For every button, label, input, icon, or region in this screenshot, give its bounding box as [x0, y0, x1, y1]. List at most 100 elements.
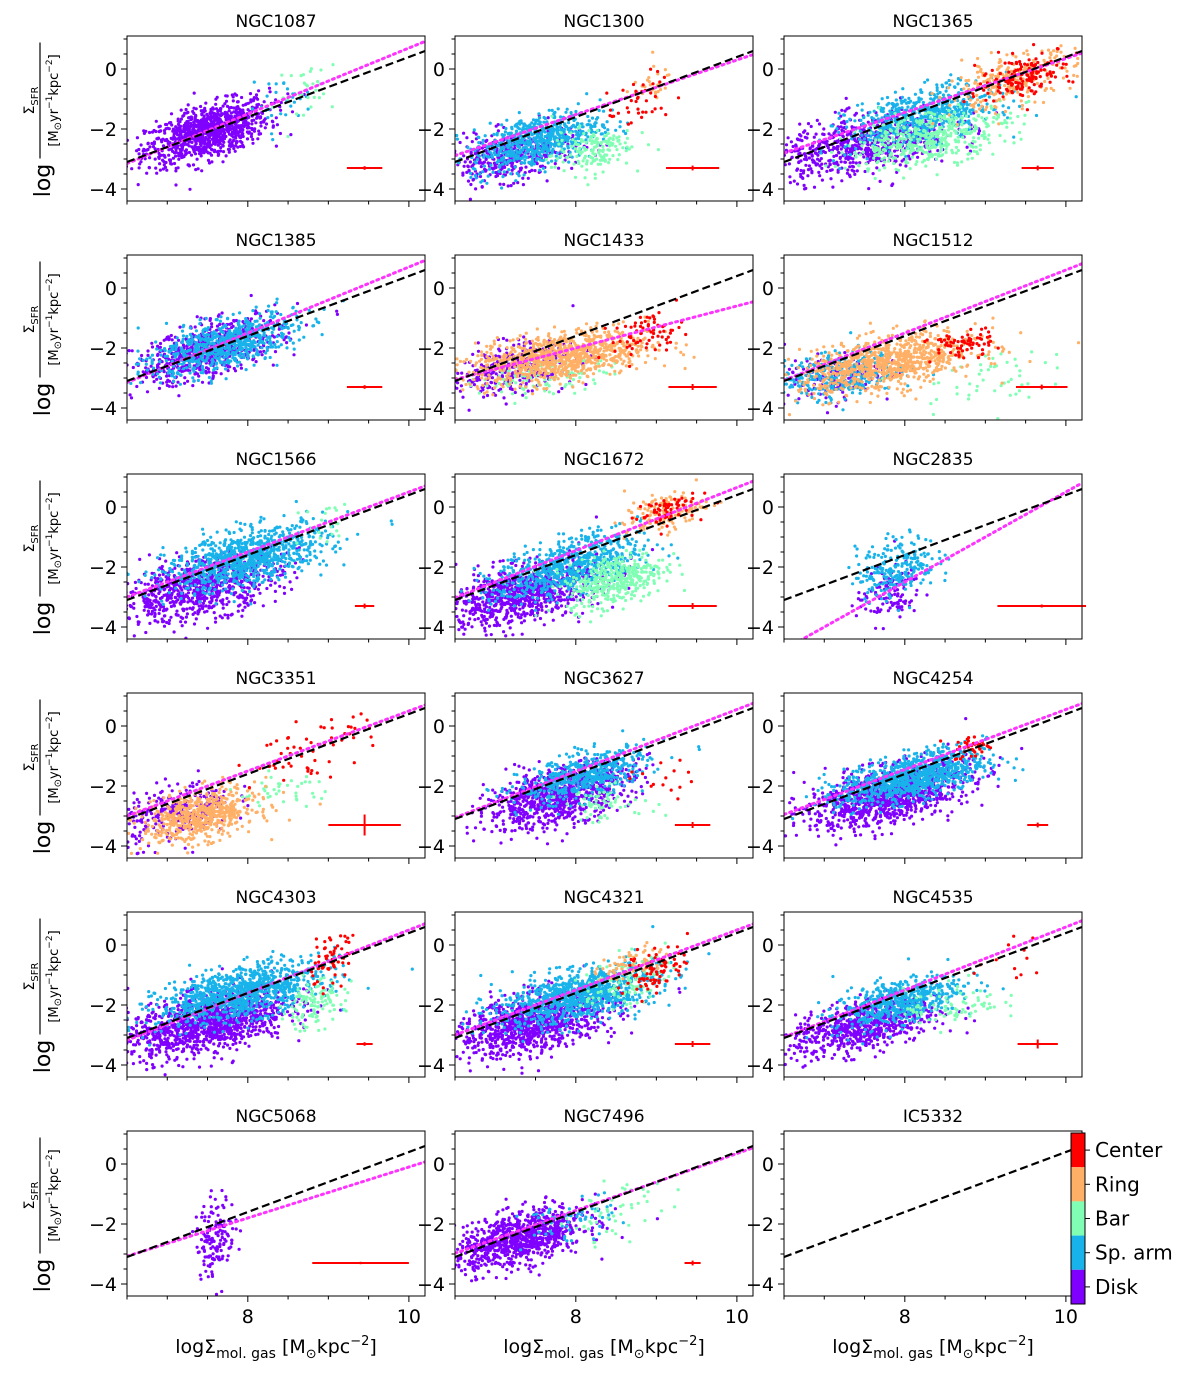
data-point: [167, 121, 172, 125]
data-point: [528, 125, 532, 129]
data-point: [1041, 100, 1046, 105]
data-point: [975, 93, 979, 97]
data-point: [936, 149, 940, 153]
data-point: [1042, 58, 1046, 63]
data-point: [904, 137, 908, 141]
data-point: [181, 114, 185, 118]
data-point: [139, 143, 143, 147]
data-point: [1026, 53, 1030, 57]
data-point: [815, 118, 819, 122]
data-point: [839, 125, 843, 129]
data-point: [949, 134, 953, 138]
data-point: [224, 118, 228, 122]
data-point: [137, 152, 141, 156]
data-point: [625, 90, 629, 94]
data-point: [1049, 86, 1053, 90]
data-point: [156, 136, 161, 140]
data-point: [608, 114, 612, 118]
data-point: [184, 148, 188, 152]
data-point: [413, 155, 416, 158]
data-point: [906, 143, 910, 147]
data-point: [206, 151, 210, 155]
data-point: [198, 119, 202, 123]
data-point: [1001, 91, 1005, 95]
data-point: [522, 123, 526, 128]
data-point: [604, 139, 608, 143]
data-point: [238, 135, 242, 139]
data-point: [944, 81, 948, 85]
data-point: [627, 110, 631, 114]
data-point: [865, 134, 869, 138]
data-point: [803, 187, 807, 191]
data-point: [167, 384, 171, 388]
data-point: [185, 151, 189, 155]
data-point: [171, 137, 175, 141]
data-point: [483, 134, 487, 138]
data-point: [274, 116, 278, 120]
data-point: [967, 122, 972, 126]
data-point: [885, 95, 890, 100]
data-point: [575, 154, 579, 158]
scatter-points: [114, 63, 335, 191]
data-point: [795, 182, 800, 186]
data-point: [648, 83, 653, 87]
data-point: [607, 161, 611, 165]
data-point: [890, 183, 894, 188]
data-point: [800, 139, 804, 143]
data-point: [167, 127, 171, 131]
data-point: [220, 129, 224, 134]
data-point: [548, 145, 553, 149]
data-point: [1015, 61, 1019, 66]
data-point: [573, 147, 578, 151]
data-point: [897, 110, 901, 114]
data-point: [251, 99, 255, 103]
data-point: [498, 164, 502, 169]
data-point: [615, 136, 619, 140]
data-point: [904, 157, 909, 161]
data-point: [775, 137, 778, 140]
data-point: [941, 93, 946, 97]
data-point: [965, 103, 970, 107]
data-point: [899, 145, 903, 149]
data-point: [309, 105, 313, 109]
data-point: [143, 157, 147, 161]
data-point: [510, 127, 514, 131]
data-point: [193, 144, 197, 148]
data-point: [949, 131, 953, 135]
data-point: [1007, 79, 1011, 83]
data-point: [962, 128, 966, 132]
data-point: [1039, 68, 1043, 72]
data-point: [832, 154, 836, 158]
data-point: [663, 86, 667, 90]
data-point: [942, 113, 947, 117]
data-point: [491, 170, 495, 174]
data-point: [840, 108, 844, 112]
error-bar: [346, 166, 383, 170]
data-point: [189, 153, 194, 157]
data-point: [249, 317, 253, 321]
data-point: [803, 129, 807, 133]
data-point: [864, 162, 869, 166]
data-point: [596, 162, 600, 166]
data-point: [238, 144, 243, 149]
data-point: [486, 161, 490, 165]
data-point: [839, 147, 843, 151]
data-point: [561, 141, 565, 146]
data-point: [961, 135, 965, 140]
data-point: [295, 112, 299, 116]
data-point: [1024, 100, 1028, 105]
data-point: [114, 151, 117, 154]
panel-title: NGC1385: [235, 231, 316, 251]
data-point: [923, 134, 928, 138]
data-point: [927, 121, 931, 125]
data-point: [559, 115, 563, 119]
data-point: [183, 128, 187, 132]
data-point: [510, 153, 514, 157]
data-point: [953, 138, 957, 142]
data-point: [209, 116, 213, 120]
data-point: [833, 146, 837, 150]
data-point: [949, 110, 954, 114]
data-point: [1019, 77, 1023, 81]
data-point: [517, 144, 522, 149]
data-point: [650, 110, 654, 114]
